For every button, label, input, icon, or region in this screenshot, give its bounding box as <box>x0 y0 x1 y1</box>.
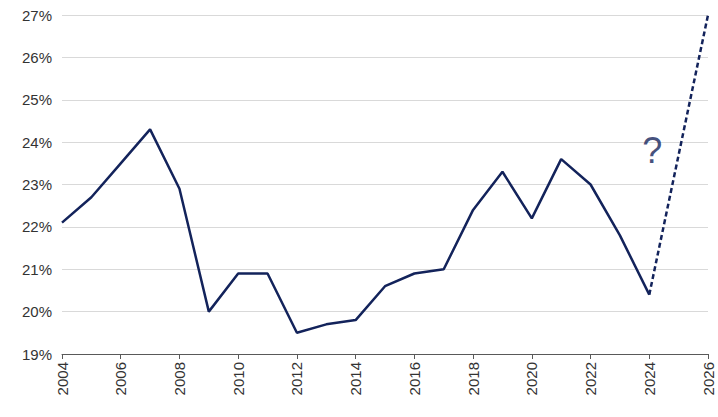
svg-text:2006: 2006 <box>112 362 129 395</box>
svg-text:2020: 2020 <box>523 362 540 395</box>
svg-text:2010: 2010 <box>230 362 247 395</box>
svg-text:2014: 2014 <box>347 362 364 395</box>
svg-text:23%: 23% <box>22 176 52 193</box>
svg-text:24%: 24% <box>22 134 52 151</box>
svg-text:27%: 27% <box>22 7 52 24</box>
svg-text:25%: 25% <box>22 91 52 108</box>
svg-text:2004: 2004 <box>54 362 71 395</box>
svg-text:2018: 2018 <box>465 362 482 395</box>
svg-text:21%: 21% <box>22 261 52 278</box>
svg-text:26%: 26% <box>22 49 52 66</box>
svg-text:2024: 2024 <box>641 362 658 395</box>
svg-text:2012: 2012 <box>288 362 305 395</box>
svg-text:20%: 20% <box>22 303 52 320</box>
svg-text:2016: 2016 <box>406 362 423 395</box>
svg-text:22%: 22% <box>22 218 52 235</box>
svg-text:2008: 2008 <box>171 362 188 395</box>
svg-text:?: ? <box>642 130 662 171</box>
svg-text:2022: 2022 <box>582 362 599 395</box>
svg-text:19%: 19% <box>22 346 52 363</box>
svg-text:2026: 2026 <box>700 362 717 395</box>
